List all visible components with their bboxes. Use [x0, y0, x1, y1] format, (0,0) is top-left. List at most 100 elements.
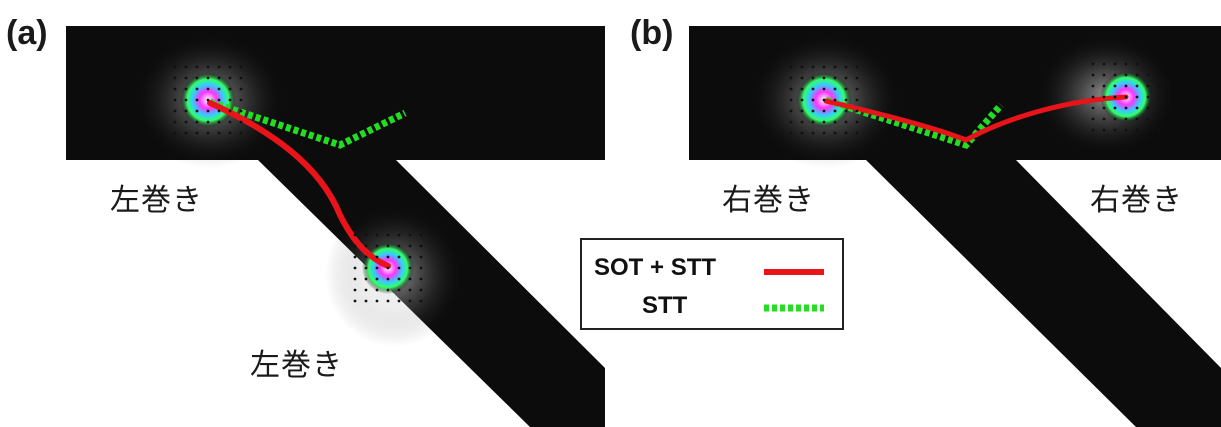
- spin-dot: [789, 131, 793, 135]
- spin-dot: [228, 120, 232, 124]
- spin-dot: [239, 131, 243, 135]
- spin-dot: [1135, 84, 1139, 88]
- spin-dot: [217, 120, 221, 124]
- spin-dot: [386, 233, 390, 237]
- spin-dot: [844, 87, 848, 91]
- spin-dot: [228, 87, 232, 91]
- spin-dot: [173, 120, 177, 124]
- spin-dot: [1113, 62, 1117, 66]
- spin-dot: [386, 288, 390, 292]
- spin-dot: [811, 131, 815, 135]
- spin-dot: [822, 87, 826, 91]
- spin-dot: [1091, 84, 1095, 88]
- spin-dot: [1146, 128, 1150, 132]
- spin-dot: [217, 98, 221, 102]
- spin-dot: [855, 87, 859, 91]
- spin-dot: [1102, 106, 1106, 110]
- spin-dot: [855, 76, 859, 80]
- spin-dot: [386, 255, 390, 259]
- spin-dot: [375, 277, 379, 281]
- legend-swatch-stt: [764, 304, 824, 312]
- spin-dot: [228, 109, 232, 113]
- spin-dot: [353, 255, 357, 259]
- spin-dot: [353, 277, 357, 281]
- spin-dot: [855, 65, 859, 69]
- spin-dot: [239, 76, 243, 80]
- spin-dot: [195, 109, 199, 113]
- spin-dot: [239, 65, 243, 69]
- spin-dot: [364, 266, 368, 270]
- spin-dot: [811, 65, 815, 69]
- spin-dot: [811, 109, 815, 113]
- spin-dot: [1135, 117, 1139, 121]
- panel-a-label: (a): [6, 14, 48, 52]
- spin-dot: [855, 131, 859, 135]
- spin-dot: [217, 87, 221, 91]
- spin-dot: [800, 120, 804, 124]
- spin-dot: [1113, 106, 1117, 110]
- legend-swatch-sot-stt: [764, 269, 824, 275]
- wall-label-b-left: 右巻き: [722, 183, 815, 218]
- spin-dot: [375, 244, 379, 248]
- spin-dot: [397, 266, 401, 270]
- spin-dot: [844, 131, 848, 135]
- spin-dot: [1091, 95, 1095, 99]
- spin-dot: [364, 277, 368, 281]
- spin-dot: [217, 65, 221, 69]
- spin-dot: [375, 233, 379, 237]
- spin-dot: [364, 299, 368, 303]
- spin-dot: [184, 98, 188, 102]
- spin-dot: [206, 120, 210, 124]
- spin-dot: [184, 87, 188, 91]
- spin-dot: [353, 299, 357, 303]
- spin-dot: [228, 98, 232, 102]
- spin-dot: [173, 65, 177, 69]
- spin-dot: [855, 109, 859, 113]
- spin-dot: [1102, 95, 1106, 99]
- spin-dot: [800, 87, 804, 91]
- spin-dot: [195, 98, 199, 102]
- spin-dot: [239, 87, 243, 91]
- spin-dot: [1135, 62, 1139, 66]
- spin-dot: [173, 76, 177, 80]
- spin-dot: [206, 87, 210, 91]
- spin-dot: [408, 233, 412, 237]
- spin-dot: [364, 288, 368, 292]
- sot-stt-trajectory-b: [823, 94, 1129, 143]
- spin-dot: [206, 76, 210, 80]
- spin-dot: [397, 233, 401, 237]
- spin-dot: [1091, 106, 1095, 110]
- spin-dot: [375, 255, 379, 259]
- spin-dot: [1157, 128, 1161, 132]
- spin-dot: [353, 244, 357, 248]
- spin-dot: [1102, 84, 1106, 88]
- spin-dot: [1091, 62, 1095, 66]
- spin-dot: [811, 120, 815, 124]
- spin-dot: [1091, 73, 1095, 77]
- stt-trajectory-a: [208, 98, 407, 149]
- spin-dot: [353, 233, 357, 237]
- spin-dot: [408, 255, 412, 259]
- spin-dot: [173, 131, 177, 135]
- spin-dot: [1157, 117, 1161, 121]
- legend-label-stt: STT: [642, 292, 688, 319]
- spin-dot: [1135, 95, 1139, 99]
- spin-dot: [1113, 73, 1117, 77]
- spin-dot: [375, 288, 379, 292]
- spin-dot: [1146, 106, 1150, 110]
- spin-dot: [833, 76, 837, 80]
- spin-dot: [228, 131, 232, 135]
- spin-dot: [206, 65, 210, 69]
- spin-dot: [800, 76, 804, 80]
- spin-dot: [844, 109, 848, 113]
- spin-dot: [184, 76, 188, 80]
- spin-dot: [811, 87, 815, 91]
- spin-dot: [800, 109, 804, 113]
- spin-dot: [822, 76, 826, 80]
- stt-trajectory-b: [824, 96, 1004, 150]
- spin-dot: [195, 120, 199, 124]
- spin-dot: [419, 288, 423, 292]
- spin-dot: [1124, 84, 1128, 88]
- spin-dot: [397, 244, 401, 248]
- spin-dot: [1146, 62, 1150, 66]
